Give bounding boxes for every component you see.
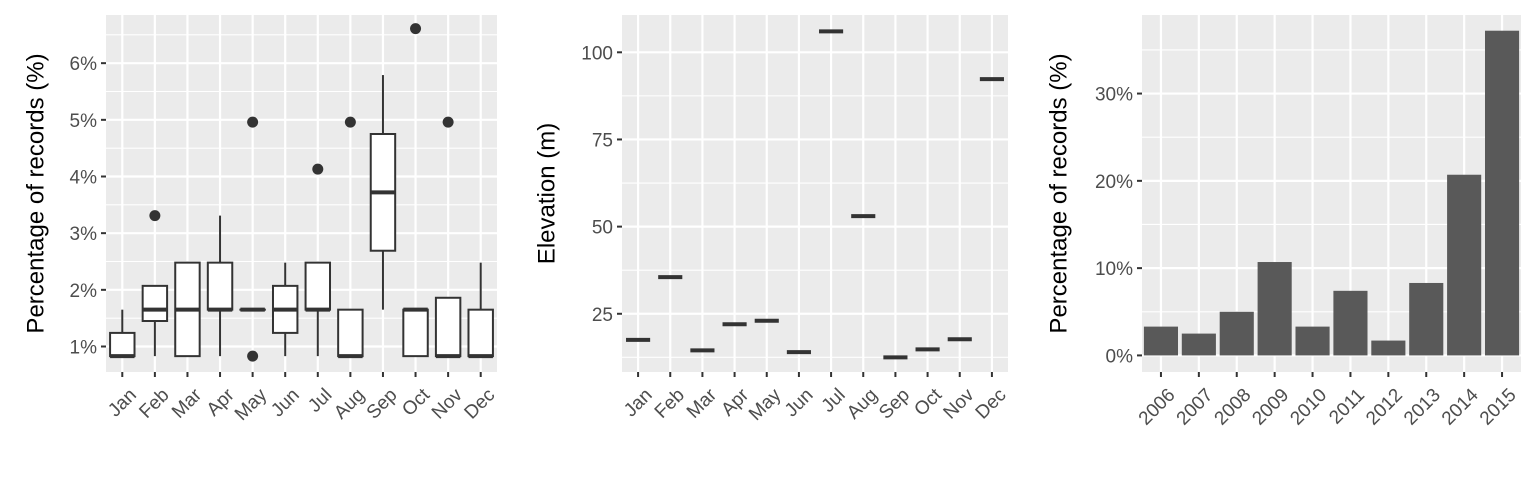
x-tick-label: May: [745, 384, 786, 425]
y-tick-label: 6%: [70, 54, 98, 75]
x-tick-label: Mar: [168, 384, 206, 422]
outlier-point: [345, 117, 356, 128]
y-axis-title: Percentage of records (%): [22, 53, 49, 333]
y-tick-label: 25: [592, 305, 613, 326]
bar: [1409, 283, 1443, 355]
x-tick-label: Nov: [940, 384, 979, 423]
outlier-point: [247, 117, 258, 128]
x-tick-label: 2008: [1211, 385, 1256, 430]
y-tick-label: 30%: [1095, 85, 1133, 106]
x-tick-label: Oct: [398, 384, 434, 420]
x-tick-label: Aug: [843, 385, 882, 424]
x-tick-label: 2015: [1476, 385, 1521, 430]
y-tick-label: 50: [592, 218, 613, 239]
y-tick-label: 2%: [70, 281, 98, 302]
box: [110, 333, 134, 356]
box: [338, 310, 362, 356]
x-tick-label: Aug: [330, 385, 369, 424]
x-tick-label: Dec: [972, 385, 1011, 424]
outlier-point: [410, 23, 421, 34]
y-tick-label: 100: [581, 43, 613, 64]
x-tick-label: May: [231, 384, 272, 425]
y-tick-label: 3%: [70, 224, 98, 245]
y-tick-label: 0%: [1106, 346, 1134, 367]
x-tick-label: 2011: [1325, 385, 1369, 429]
x-tick-label: Jul: [304, 385, 336, 417]
y-tick-label: 4%: [70, 168, 98, 189]
y-tick-label: 1%: [70, 338, 98, 359]
bar: [1295, 327, 1329, 356]
x-tick-label: Oct: [910, 384, 946, 420]
x-tick-label: Feb: [651, 385, 689, 423]
bar: [1485, 31, 1519, 356]
box: [143, 286, 167, 321]
box: [436, 298, 460, 356]
x-tick-label: 2012: [1362, 385, 1407, 430]
x-tick-label: Dec: [461, 385, 500, 424]
panel-background: [622, 15, 1008, 372]
x-tick-label: 2010: [1286, 385, 1331, 430]
y-tick-label: 20%: [1095, 172, 1133, 193]
y-axis-title: Elevation (m): [533, 123, 560, 264]
bar: [1220, 312, 1254, 356]
box: [468, 310, 492, 356]
x-tick-label: Jul: [818, 385, 850, 417]
bar: [1371, 341, 1405, 356]
bar: [1447, 175, 1481, 356]
bar: [1333, 291, 1367, 356]
x-tick-label: Apr: [203, 384, 239, 420]
y-tick-label: 10%: [1095, 259, 1133, 280]
x-tick-label: Jun: [267, 385, 304, 422]
bar: [1182, 334, 1216, 356]
outlier-point: [247, 351, 258, 362]
x-tick-label: Jan: [620, 385, 657, 422]
box: [306, 263, 330, 310]
outlier-point: [312, 164, 323, 175]
y-tick-label: 75: [592, 130, 613, 151]
outlier-point: [443, 117, 454, 128]
x-tick-label: 2014: [1438, 384, 1483, 429]
outlier-point: [149, 210, 160, 221]
y-tick-label: 5%: [70, 111, 98, 132]
box: [403, 310, 427, 356]
x-tick-label: 2007: [1173, 385, 1218, 430]
box: [208, 263, 232, 310]
x-tick-label: Sep: [363, 385, 402, 424]
x-tick-label: Jan: [104, 385, 141, 422]
yearly-records-bar-chart: 0%10%20%30%20062007200820092010201120122…: [1045, 15, 1521, 429]
x-tick-label: 2006: [1135, 385, 1180, 430]
x-tick-label: Sep: [875, 385, 914, 424]
x-tick-label: Mar: [683, 384, 721, 422]
x-tick-label: Feb: [135, 385, 173, 423]
x-tick-label: Nov: [428, 384, 467, 423]
bar: [1144, 327, 1178, 356]
x-tick-label: Jun: [781, 385, 818, 422]
bar: [1258, 262, 1292, 355]
x-tick-label: Apr: [717, 384, 753, 420]
y-axis-title: Percentage of records (%): [1045, 53, 1072, 333]
x-tick-label: 2009: [1248, 385, 1293, 430]
x-tick-label: 2013: [1400, 385, 1445, 430]
